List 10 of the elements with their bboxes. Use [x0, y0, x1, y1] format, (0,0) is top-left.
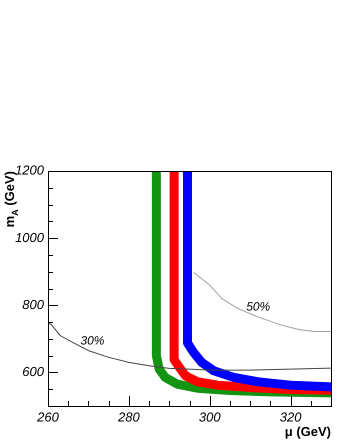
- x-tick-label: 280: [117, 409, 140, 424]
- y-tick-label: 800: [22, 296, 45, 312]
- x-tick-label: 260: [36, 409, 60, 424]
- annotation: 30%: [80, 334, 105, 348]
- x-axis-title: μ (GeV): [284, 424, 332, 439]
- x-tick-label: 320: [280, 409, 302, 424]
- y-tick-label: 1000: [15, 230, 45, 245]
- y-tick-label: 600: [22, 364, 45, 380]
- annotation: 50%: [246, 299, 271, 314]
- x-tick-label: 300: [198, 409, 222, 424]
